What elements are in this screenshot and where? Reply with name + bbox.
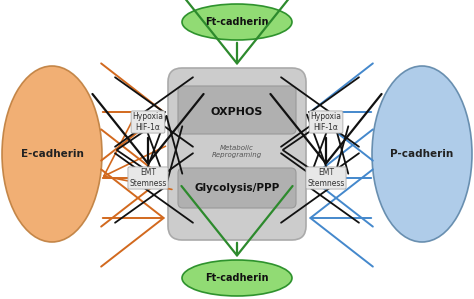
Ellipse shape bbox=[2, 66, 102, 242]
Text: Hypoxia
HIF-1α: Hypoxia HIF-1α bbox=[310, 112, 341, 132]
Text: P-cadherin: P-cadherin bbox=[391, 149, 454, 159]
Text: E-cadherin: E-cadherin bbox=[20, 149, 83, 159]
FancyBboxPatch shape bbox=[178, 168, 296, 208]
Text: Metabolic
Reprograming: Metabolic Reprograming bbox=[212, 146, 262, 158]
FancyBboxPatch shape bbox=[168, 68, 306, 240]
Text: Ft-cadherin: Ft-cadherin bbox=[205, 17, 269, 27]
Text: OXPHOS: OXPHOS bbox=[211, 107, 263, 117]
FancyBboxPatch shape bbox=[178, 86, 296, 134]
Ellipse shape bbox=[182, 260, 292, 296]
Text: EMT
Stemness: EMT Stemness bbox=[129, 168, 167, 188]
Text: Glycolysis/PPP: Glycolysis/PPP bbox=[194, 183, 280, 193]
Ellipse shape bbox=[182, 4, 292, 40]
Text: Hypoxia
HIF-1α: Hypoxia HIF-1α bbox=[133, 112, 164, 132]
Text: Ft-cadherin: Ft-cadherin bbox=[205, 273, 269, 283]
Text: EMT
Stemness: EMT Stemness bbox=[307, 168, 345, 188]
Ellipse shape bbox=[372, 66, 472, 242]
